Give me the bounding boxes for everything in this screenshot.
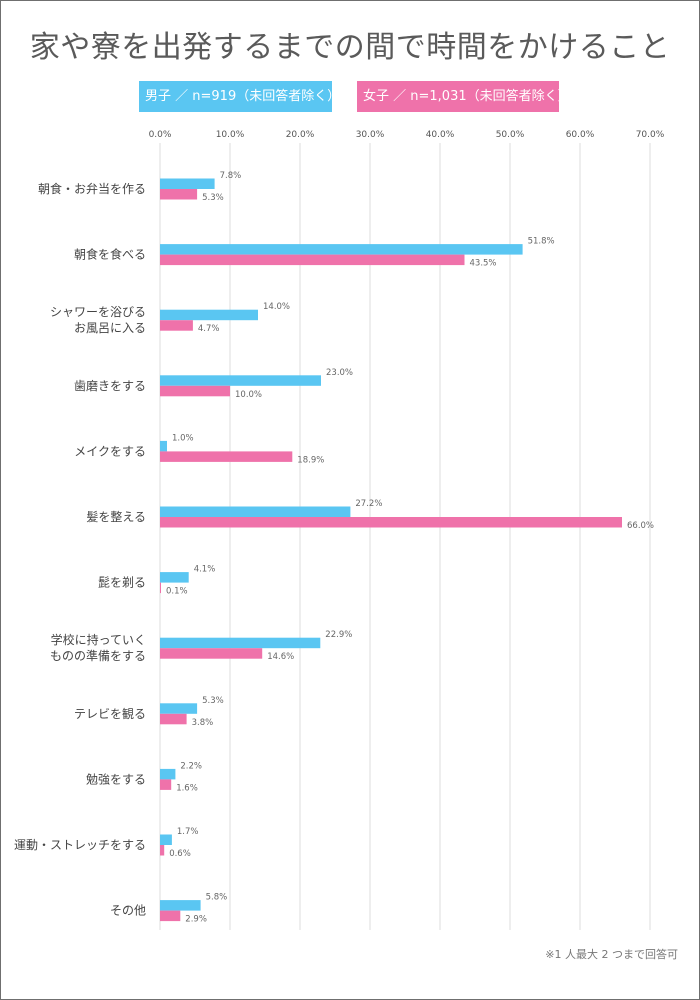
x-tick-label: 60.0% bbox=[566, 130, 595, 140]
data-label-female: 3.8% bbox=[192, 718, 214, 728]
x-tick-label: 20.0% bbox=[286, 130, 315, 140]
category-label: 髭を剃る bbox=[98, 576, 146, 590]
bar-male bbox=[160, 572, 189, 583]
legend-male: 男子 ／ n=919（未回答者除く） bbox=[139, 81, 340, 112]
bar-female bbox=[160, 385, 230, 397]
data-label-male: 2.2% bbox=[180, 761, 202, 771]
bar-female bbox=[160, 713, 187, 725]
bar-female bbox=[160, 254, 465, 266]
x-tick-label: 30.0% bbox=[356, 130, 385, 140]
data-label-female: 10.0% bbox=[235, 390, 262, 400]
bar-female bbox=[160, 320, 193, 331]
data-label-male: 51.8% bbox=[528, 237, 555, 247]
data-label-female: 66.0% bbox=[627, 521, 654, 531]
data-label-male: 27.2% bbox=[355, 499, 382, 509]
x-tick-label: 50.0% bbox=[496, 130, 525, 140]
bar-male bbox=[160, 637, 321, 649]
bar-female bbox=[160, 648, 263, 659]
bar-male bbox=[160, 768, 176, 780]
bar-male bbox=[160, 834, 172, 845]
data-label-female: 4.7% bbox=[198, 324, 220, 334]
category-label: メイクをする bbox=[74, 444, 146, 458]
bar-male bbox=[160, 900, 201, 911]
category-label: 髪を整える bbox=[86, 509, 146, 524]
bar-male bbox=[160, 309, 258, 321]
data-label-male: 5.8% bbox=[206, 893, 228, 903]
bar-male bbox=[160, 703, 198, 714]
category-label: 歯磨きをする bbox=[74, 379, 146, 393]
bar-male bbox=[160, 440, 167, 452]
bar-female bbox=[160, 517, 622, 528]
data-label-female: 1.6% bbox=[176, 783, 198, 793]
data-label-male: 23.0% bbox=[326, 368, 353, 378]
bar-male bbox=[160, 506, 351, 517]
bar-female bbox=[160, 779, 172, 790]
bar-female bbox=[160, 582, 161, 594]
bar-female bbox=[160, 845, 165, 856]
data-label-female: 43.5% bbox=[470, 259, 497, 269]
data-label-male: 1.7% bbox=[177, 827, 199, 837]
data-label-male: 5.3% bbox=[202, 696, 224, 706]
category-label: 朝食・お弁当を作る bbox=[38, 181, 146, 196]
data-label-female: 0.1% bbox=[166, 587, 188, 597]
bar-female bbox=[160, 189, 198, 200]
bar-male bbox=[160, 244, 523, 255]
category-label: 学校に持っていくものの準備をする bbox=[50, 632, 146, 663]
x-tick-label: 0.0% bbox=[149, 130, 172, 140]
chart-title: 家や寮を出発するまでの間で時間をかけること bbox=[29, 30, 671, 65]
data-label-female: 2.9% bbox=[185, 915, 207, 925]
category-label: 朝食を食べる bbox=[74, 247, 146, 262]
data-label-female: 14.6% bbox=[267, 652, 294, 662]
category-label: その他 bbox=[110, 904, 146, 918]
data-label-female: 18.9% bbox=[297, 455, 324, 465]
bar-male bbox=[160, 178, 215, 189]
data-label-male: 22.9% bbox=[325, 630, 352, 640]
data-label-female: 5.3% bbox=[202, 193, 224, 203]
data-label-female: 0.6% bbox=[169, 849, 191, 859]
data-label-male: 7.8% bbox=[220, 171, 242, 181]
x-tick-label: 70.0% bbox=[636, 130, 665, 140]
x-tick-label: 40.0% bbox=[426, 130, 455, 140]
legend-female: 女子 ／ n=1,031（未回答者除く） bbox=[357, 81, 571, 112]
bar-female bbox=[160, 910, 181, 922]
category-label: 運動・ストレッチをする bbox=[14, 838, 146, 852]
category-label: テレビを観る bbox=[74, 707, 146, 721]
data-label-male: 4.1% bbox=[194, 565, 216, 575]
category-label: 勉強をする bbox=[86, 772, 146, 786]
x-tick-label: 10.0% bbox=[216, 130, 245, 140]
data-label-male: 14.0% bbox=[263, 302, 290, 312]
bar-male bbox=[160, 375, 321, 386]
category-label: シャワーを浴びるお風呂に入る bbox=[50, 305, 146, 335]
bar-female bbox=[160, 451, 293, 462]
footnote: ※1 人最大 2 つまで回答可 bbox=[545, 948, 678, 961]
data-label-male: 1.0% bbox=[172, 433, 194, 443]
